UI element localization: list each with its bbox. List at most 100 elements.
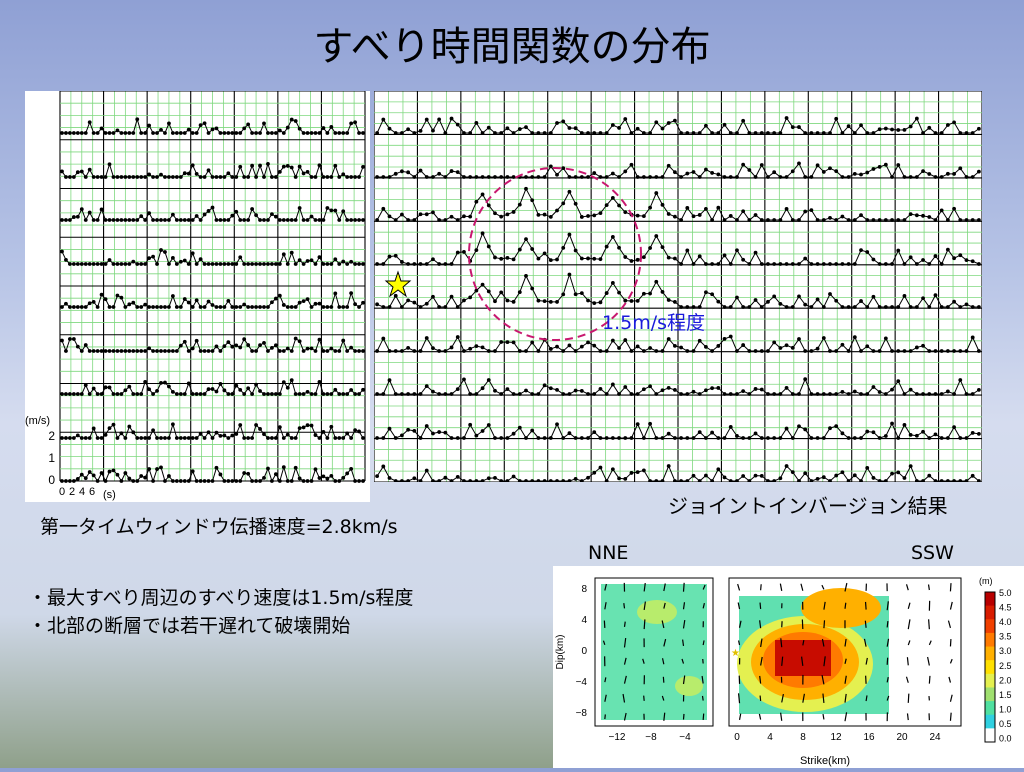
sample-point: [667, 164, 671, 168]
sample-point: [574, 389, 578, 393]
sample-point: [630, 299, 634, 303]
sample-point: [254, 305, 258, 309]
sample-point: [64, 131, 68, 135]
sample-point: [934, 293, 938, 297]
sample-point: [977, 432, 981, 436]
sample-point: [729, 392, 733, 396]
sample-point: [493, 436, 497, 440]
sample-point: [175, 175, 179, 179]
sample-point: [353, 428, 357, 432]
sample-point: [921, 392, 925, 396]
sample-point: [262, 175, 266, 179]
sample-point: [419, 305, 423, 309]
sample-point: [246, 123, 250, 127]
sample-point: [605, 392, 609, 396]
sample-point: [803, 257, 807, 261]
sample-point: [561, 436, 565, 440]
sample-point: [76, 262, 80, 266]
sample-point: [290, 118, 294, 122]
sample-point: [431, 257, 435, 261]
sample-point: [555, 258, 559, 262]
sample-point: [822, 262, 826, 266]
sample-point: [278, 218, 282, 222]
sample-point: [859, 299, 863, 303]
sample-point: [234, 384, 238, 388]
sample-point: [219, 434, 223, 438]
sample-point: [286, 433, 290, 437]
sample-point: [710, 171, 714, 175]
sample-point: [298, 301, 302, 305]
sample-point: [298, 127, 302, 131]
sample-point: [92, 427, 96, 431]
slip-vector-arrow: [929, 585, 930, 590]
sample-point: [729, 305, 733, 309]
sample-point: [499, 479, 503, 482]
sample-point: [661, 245, 665, 249]
sample-point: [278, 425, 282, 429]
sample-point: [266, 262, 270, 266]
sample-point: [116, 473, 120, 477]
sample-point: [116, 349, 120, 353]
sample-point: [903, 392, 907, 396]
sample-point: [834, 424, 838, 428]
sample-point: [785, 427, 789, 431]
sample-point: [468, 347, 472, 351]
sample-point: [151, 392, 155, 396]
colorbar-tick-label: 2.0: [999, 675, 1012, 685]
sample-point: [530, 287, 534, 291]
sample-point: [199, 175, 203, 179]
sample-point: [412, 262, 416, 266]
sample-point: [586, 392, 590, 396]
sample-point: [754, 474, 758, 478]
sample-point: [673, 388, 677, 392]
sample-point: [921, 296, 925, 300]
sample-point: [274, 392, 278, 396]
sample-point: [549, 300, 553, 304]
sample-point: [642, 469, 646, 473]
sample-point: [772, 218, 776, 222]
sample-point: [219, 131, 223, 135]
sample-point: [159, 349, 163, 353]
sample-point: [692, 474, 696, 478]
sample-point: [934, 432, 938, 436]
sample-point: [238, 423, 242, 427]
sample-point: [357, 479, 361, 483]
sample-point: [437, 479, 441, 482]
sample-point: [329, 262, 333, 266]
sample-point: [412, 131, 416, 135]
sample-point: [903, 423, 907, 427]
sample-point: [159, 248, 163, 252]
sample-point: [859, 213, 863, 217]
sample-point: [698, 175, 702, 179]
sample-point: [605, 131, 609, 135]
sample-point: [294, 466, 298, 470]
sample-point: [661, 436, 665, 440]
sample-point: [915, 213, 919, 217]
sample-point: [512, 131, 516, 135]
sample-point: [847, 175, 851, 179]
sample-point: [139, 131, 143, 135]
sample-point: [716, 173, 720, 177]
sample-point: [884, 305, 888, 309]
sample-point: [361, 218, 365, 222]
sample-point: [191, 469, 195, 473]
sample-point: [958, 436, 962, 440]
sample-point: [599, 349, 603, 353]
sample-point: [183, 392, 187, 396]
sample-point: [310, 479, 314, 483]
sample-point: [903, 175, 907, 179]
sample-point: [123, 218, 127, 222]
sample-point: [654, 234, 658, 238]
sample-point: [337, 392, 341, 396]
sample-point: [306, 479, 310, 483]
sample-point: [151, 349, 155, 353]
sample-point: [704, 207, 708, 211]
sample-point: [754, 251, 758, 255]
sample-point: [349, 260, 353, 264]
sample-point: [187, 479, 191, 483]
sample-point: [191, 392, 195, 396]
sample-point: [896, 305, 900, 309]
sample-point: [977, 262, 981, 266]
sample-point: [797, 162, 801, 166]
sample-point: [325, 436, 329, 440]
